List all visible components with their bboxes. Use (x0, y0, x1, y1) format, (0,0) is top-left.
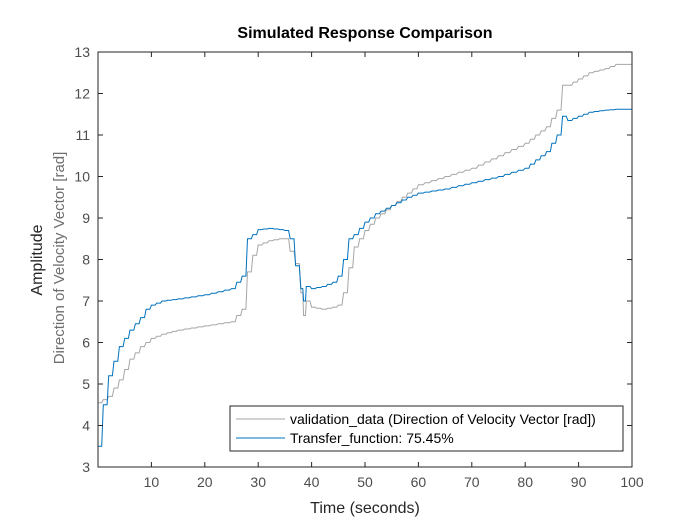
y-tick-label: 7 (82, 293, 90, 309)
y-tick-label: 6 (82, 335, 90, 351)
y-tick-label: 9 (82, 210, 90, 226)
legend-label-validation: validation_data (Direction of Velocity V… (290, 411, 596, 427)
y-tick-label: 12 (74, 86, 90, 102)
y-tick-label: 11 (75, 127, 90, 143)
y-tick-label: 13 (74, 44, 90, 60)
y-tick-label: 3 (82, 459, 90, 475)
legend: validation_data (Direction of Velocity V… (229, 405, 624, 452)
legend-box (229, 405, 624, 452)
y-tick-label: 5 (82, 376, 90, 392)
y-axis-label: Amplitude (29, 224, 46, 295)
x-tick-label: 10 (144, 474, 160, 490)
x-tick-label: 60 (411, 474, 427, 490)
series-line-transfer-function (98, 108, 632, 447)
x-axis-label: Time (seconds) (310, 500, 420, 517)
y-tick-label: 10 (74, 169, 90, 185)
x-tick-label: 30 (250, 474, 266, 490)
x-tick-label: 70 (464, 474, 480, 490)
x-tick-label: 20 (197, 474, 213, 490)
plot-area: 10 20 30 40 50 60 70 80 90 100 3 4 5 6 7 8 9 10 11 12 13 (74, 44, 643, 490)
x-tick-label: 50 (357, 474, 373, 490)
x-tick-label: 80 (517, 474, 533, 490)
y-axis-sublabel: Direction of Velocity Vector [rad] (51, 152, 68, 365)
x-tick-label: 40 (304, 474, 320, 490)
chart-title: Simulated Response Comparison (237, 25, 492, 42)
y-tick-label: 8 (82, 252, 90, 268)
series-line-validation (98, 63, 632, 404)
x-tick-label: 100 (620, 474, 644, 490)
x-tick-label: 90 (571, 474, 587, 490)
y-tick-label: 4 (82, 418, 90, 434)
legend-label-transfer-function: Transfer_function: 75.45% (290, 430, 454, 446)
